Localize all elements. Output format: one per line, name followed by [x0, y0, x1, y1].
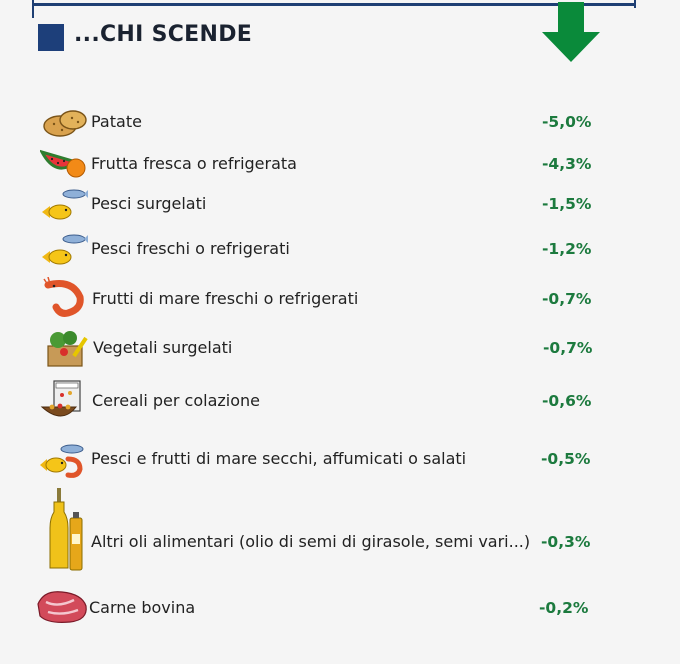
row-label: Cereali per colazione — [92, 391, 260, 410]
table-row: Vegetali surgelati -0,7% — [0, 0, 680, 367]
table-row: Pesci surgelati -1,5% — [0, 0, 680, 220]
table-row: Frutti di mare freschi o refrigerati -0,7… — [0, 0, 680, 317]
table-row: Patate -5,0% — [0, 0, 680, 137]
top-rule — [32, 3, 636, 6]
table-row: Frutta fresca o refrigerata -4,3% — [0, 0, 680, 178]
row-label: Carne bovina — [89, 598, 196, 617]
cereal-icon — [40, 379, 88, 423]
table-row: Pesci freschi o refrigerati -1,2% — [0, 0, 680, 265]
down-arrow-icon — [542, 2, 600, 62]
row-value: -5,0% — [542, 113, 592, 131]
row-value: -1,5% — [542, 195, 592, 213]
table-row: Pesci e frutti di mare secchi, affumicat… — [0, 0, 680, 478]
row-value: -0,7% — [542, 290, 592, 308]
table-row: Altri oli alimentari (olio di semi di gi… — [0, 0, 680, 571]
table-row: Cereali per colazione -0,6% — [0, 0, 680, 417]
beef-icon — [34, 586, 90, 630]
page-title: ...CHI SCENDE — [74, 22, 253, 47]
table-row: Carne bovina -0,2% — [0, 0, 680, 623]
row-value: -0,5% — [541, 450, 591, 468]
vegetables-icon — [42, 326, 90, 370]
row-value: -0,2% — [539, 599, 589, 617]
row-label: Frutti di mare freschi o refrigerati — [92, 289, 359, 308]
shrimp-icon — [42, 276, 90, 321]
fruit-icon — [38, 142, 88, 186]
frame-right-line — [634, 0, 636, 8]
row-value: -1,2% — [542, 240, 592, 258]
fish-icon — [40, 227, 88, 271]
row-label: Vegetali surgelati — [93, 338, 233, 357]
oil-bottle-icon — [46, 488, 94, 576]
row-label: Pesci e frutti di mare secchi, affumicat… — [91, 449, 467, 468]
fish-icon — [40, 182, 88, 226]
row-label: Pesci freschi o refrigerati — [91, 239, 290, 258]
row-label: Patate — [91, 112, 142, 131]
potato-icon — [42, 100, 90, 144]
row-label: Pesci surgelati — [91, 194, 207, 213]
header-square — [38, 24, 64, 51]
row-label: Altri oli alimentari (olio di semi di gi… — [91, 532, 531, 551]
row-value: -0,7% — [543, 339, 593, 357]
row-value: -0,6% — [542, 392, 592, 410]
row-value: -0,3% — [541, 533, 591, 551]
frame-left-line — [32, 0, 34, 18]
row-label: Frutta fresca o refrigerata — [91, 154, 297, 173]
fish-shrimp-icon — [38, 437, 86, 481]
row-value: -4,3% — [542, 155, 592, 173]
